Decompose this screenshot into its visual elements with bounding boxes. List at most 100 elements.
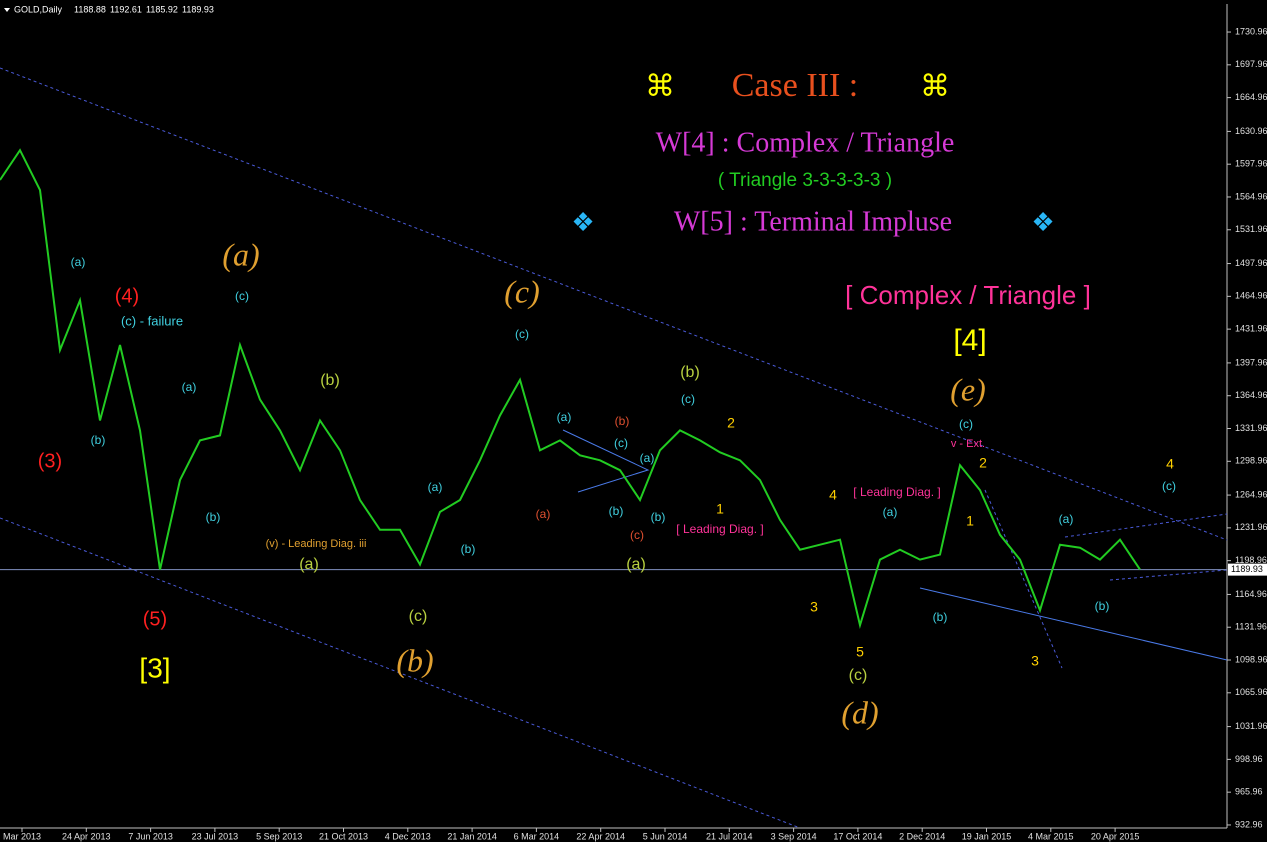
trend-lines (0, 67, 1228, 829)
y-tick-label: 1464.96 (1235, 291, 1267, 301)
wave-label: (a) (626, 556, 646, 573)
support-line (919, 587, 1228, 661)
ohlc-value: 1188.88 (74, 4, 106, 14)
wave-label: (b) (1095, 599, 1110, 613)
last-price-label: 1189.93 (1231, 564, 1263, 574)
y-tick-label: 1131.96 (1235, 622, 1267, 632)
triangle-lower (1109, 569, 1228, 581)
wave-label: (c) - failure (121, 313, 183, 328)
y-tick-label: 1564.96 (1235, 191, 1267, 201)
wave-label: (5) (143, 608, 167, 630)
x-tick-label: 21 Jan 2014 (447, 831, 497, 841)
y-tick-label: 1198.96 (1235, 555, 1267, 565)
wave-label: 1 (716, 501, 724, 517)
wave-label: (v) - Leading Diag. iii (266, 538, 367, 550)
y-tick-label: 1065.96 (1235, 687, 1267, 697)
menu-arrow[interactable] (4, 8, 10, 12)
wave-label: [ Leading Diag. ] (676, 522, 763, 536)
wave-label: (c) (681, 392, 695, 406)
wave-label: (b) (461, 542, 476, 556)
wave-label: (c) (504, 273, 540, 309)
wave-label: (e) (950, 371, 986, 407)
y-tick-label: 1630.96 (1235, 126, 1267, 136)
wave-label: 3 (810, 599, 818, 615)
last-price-box (1228, 563, 1267, 576)
y-tick-label: 965.96 (1235, 787, 1263, 797)
x-tick-label: 17 Oct 2014 (833, 831, 882, 841)
wave-label: 2 (727, 415, 735, 431)
wave-label: ⌘ (920, 70, 950, 103)
wave-label: (a) (557, 410, 572, 424)
x-tick-label: 7 Jun 2013 (128, 831, 173, 841)
y-tick-label: 1364.96 (1235, 390, 1267, 400)
triangle-lines (562, 429, 650, 493)
ohlc-value: 1192.61 (110, 4, 142, 14)
y-tick-label: 1164.96 (1235, 589, 1267, 599)
x-tick-label: Mar 2013 (3, 831, 41, 841)
y-tick-label: 1664.96 (1235, 92, 1267, 102)
wave-label: 1 (966, 513, 974, 529)
y-tick-label: 1098.96 (1235, 654, 1267, 664)
y-tick-label: 1431.96 (1235, 324, 1267, 334)
x-tick-label: 23 Jul 2013 (192, 831, 239, 841)
wave-label: (b) (933, 610, 948, 624)
wave-label: (b) (680, 364, 700, 381)
ohlc-value: 1189.93 (182, 4, 214, 14)
y-tick-label: 1231.96 (1235, 522, 1267, 532)
x-tick-label: 3 Sep 2014 (771, 831, 817, 841)
wave-label: (a) (71, 255, 86, 269)
wave-label: (a) (536, 507, 551, 521)
x-tick-label: 5 Sep 2013 (256, 831, 302, 841)
wave-label: (c) (235, 289, 249, 303)
wave-label: 3 (1031, 653, 1039, 669)
x-tick-label: 24 Apr 2013 (62, 831, 111, 841)
wave-label: Case III : (732, 67, 859, 104)
y-tick-label: 998.96 (1235, 754, 1263, 764)
y-tick-label: 1031.96 (1235, 721, 1267, 731)
wave-label: ❖ (571, 207, 594, 237)
wave-label: ⌘ (645, 70, 675, 103)
wave-label: W[4] : Complex / Triangle (656, 127, 955, 158)
wave-label: (b) (320, 372, 340, 389)
y-tick-label: 1697.96 (1235, 59, 1267, 69)
wave-label: (b) (615, 414, 630, 428)
x-tick-label: 6 Mar 2014 (514, 831, 560, 841)
wave-label: (c) (614, 436, 628, 450)
wave-label: 4 (829, 487, 837, 503)
wave-label: (c) (1162, 479, 1176, 493)
wave-label: (a) (182, 380, 197, 394)
ohlc-value: 1185.92 (146, 4, 178, 14)
diag-line (984, 489, 1063, 669)
y-tick-label: 1730.96 (1235, 26, 1267, 36)
x-tick-label: 2 Dec 2014 (899, 831, 945, 841)
x-tick-label: 4 Dec 2013 (385, 831, 431, 841)
wave-label: (c) (409, 608, 428, 625)
wave-label: (a) (1059, 512, 1074, 526)
x-tick-label: 5 Jun 2014 (643, 831, 688, 841)
wave-label: ❖ (1031, 207, 1054, 237)
wave-label: (a) (883, 505, 898, 519)
price-line (0, 148, 1141, 630)
wave-label: (a) (222, 236, 259, 272)
y-tick-label: 1531.96 (1235, 224, 1267, 234)
y-tick-label: 1264.96 (1235, 489, 1267, 499)
wave-label: 5 (856, 644, 864, 660)
x-tick-label: 21 Oct 2013 (319, 831, 368, 841)
wave-label: (c) (959, 417, 973, 431)
wave-label: (b) (396, 642, 433, 678)
y-tick-label: 1397.96 (1235, 357, 1267, 367)
wave-label: (4) (115, 285, 139, 307)
x-tick-label: 20 Apr 2015 (1091, 831, 1140, 841)
y-tick-label: 1331.96 (1235, 423, 1267, 433)
wave-label: [4] (953, 324, 986, 357)
wave-label: 4 (1166, 456, 1174, 472)
wave-label: (b) (651, 510, 666, 524)
x-tick-label: 4 Mar 2015 (1028, 831, 1074, 841)
wave-label: [3] (139, 652, 170, 683)
wave-label: (a) (299, 556, 319, 573)
wave-label: [ Complex / Triangle ] (845, 280, 1091, 310)
wave-label: (c) (515, 327, 529, 341)
channel-lower (0, 517, 801, 829)
